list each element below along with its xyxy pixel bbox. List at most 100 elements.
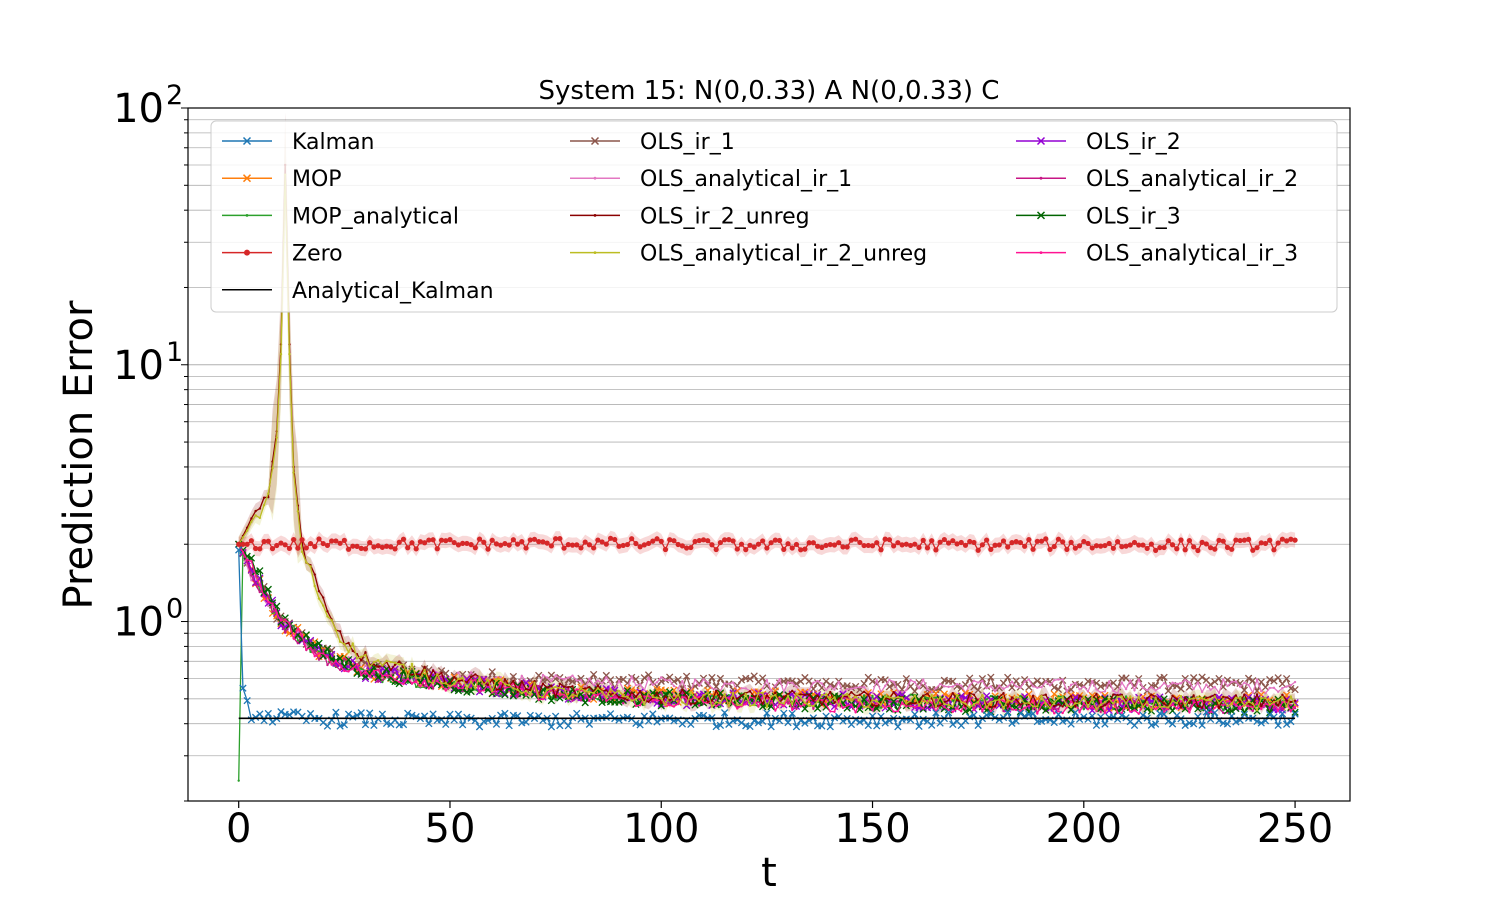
data-point (376, 668, 380, 672)
data-point (495, 676, 498, 679)
data-point (974, 721, 982, 730)
data-point (582, 539, 588, 545)
data-point (499, 675, 502, 679)
data-point (1278, 680, 1287, 688)
data-point (360, 667, 363, 670)
data-point (930, 701, 933, 704)
data-point (1061, 696, 1064, 699)
data-point (934, 698, 938, 702)
data-point (296, 641, 300, 645)
data-point (1289, 700, 1293, 704)
data-point (850, 699, 853, 702)
data-point (1064, 546, 1070, 552)
data-point (976, 700, 980, 704)
series-OLS_analytical_ir_2_unreg (237, 173, 1297, 713)
data-point (900, 696, 904, 699)
data-point (1048, 684, 1052, 687)
data-point (816, 679, 819, 683)
data-point (737, 719, 746, 727)
data-point (945, 540, 952, 546)
data-point (950, 538, 956, 544)
data-point (720, 709, 729, 717)
data-point (633, 540, 639, 547)
data-point (961, 707, 970, 716)
data-point (391, 677, 399, 686)
data-point (512, 689, 515, 692)
data-point (988, 546, 994, 552)
data-point (875, 704, 878, 708)
data-point (414, 678, 418, 682)
data-point (873, 692, 881, 701)
data-point (1107, 700, 1111, 703)
data-point (626, 695, 629, 698)
data-point (562, 687, 566, 691)
data-point (1133, 709, 1136, 712)
data-point (813, 679, 822, 687)
data-point (799, 705, 802, 708)
data-point (785, 541, 791, 547)
data-point (545, 676, 549, 679)
data-point (791, 689, 794, 693)
data-point (824, 703, 828, 706)
data-point (1014, 698, 1018, 701)
data-point (355, 668, 359, 671)
data-point (1234, 694, 1238, 697)
data-point (495, 688, 498, 691)
data-point (410, 673, 414, 676)
data-point (1057, 696, 1060, 700)
data-point (1243, 704, 1246, 707)
data-point (430, 537, 436, 543)
x-tick-label: 150 (834, 806, 910, 852)
data-point (975, 547, 981, 553)
data-point (717, 539, 724, 546)
data-point (645, 540, 652, 547)
data-point (414, 685, 418, 689)
data-point (1069, 695, 1073, 698)
data-point (393, 663, 397, 666)
data-point (705, 538, 711, 544)
data-point (282, 542, 288, 548)
data-point (410, 662, 414, 666)
data-point (271, 467, 274, 470)
data-point (607, 535, 614, 541)
data-point (472, 545, 478, 551)
data-point (929, 538, 935, 544)
data-point (588, 677, 591, 680)
data-point (1179, 700, 1183, 703)
data-point (453, 682, 456, 686)
series-Zero (236, 535, 1298, 554)
data-point (338, 640, 342, 643)
data-point (971, 539, 977, 546)
data-point (1232, 718, 1240, 726)
data-point (267, 604, 270, 608)
data-point (858, 693, 862, 697)
data-point (651, 698, 654, 702)
data-point (740, 686, 743, 690)
data-point (812, 699, 815, 702)
data-point (1222, 711, 1225, 715)
data-point (585, 720, 594, 728)
data-point (928, 721, 936, 729)
data-point (820, 698, 824, 702)
data-point (1093, 543, 1100, 549)
data-point (283, 622, 287, 626)
data-point (1020, 693, 1029, 701)
data-point (1078, 687, 1081, 691)
data-point (414, 676, 418, 679)
data-point (736, 707, 739, 710)
data-point (516, 688, 519, 691)
data-point (1175, 697, 1178, 701)
data-point (264, 585, 272, 593)
data-point (805, 677, 813, 685)
data-point (1050, 718, 1058, 727)
data-point (681, 688, 684, 691)
data-point (786, 692, 790, 696)
data-point (691, 701, 699, 709)
data-point (498, 542, 504, 548)
data-point (279, 352, 283, 356)
data-point (357, 709, 365, 717)
data-point (964, 702, 967, 705)
data-point (1238, 706, 1242, 710)
data-point (791, 702, 794, 706)
